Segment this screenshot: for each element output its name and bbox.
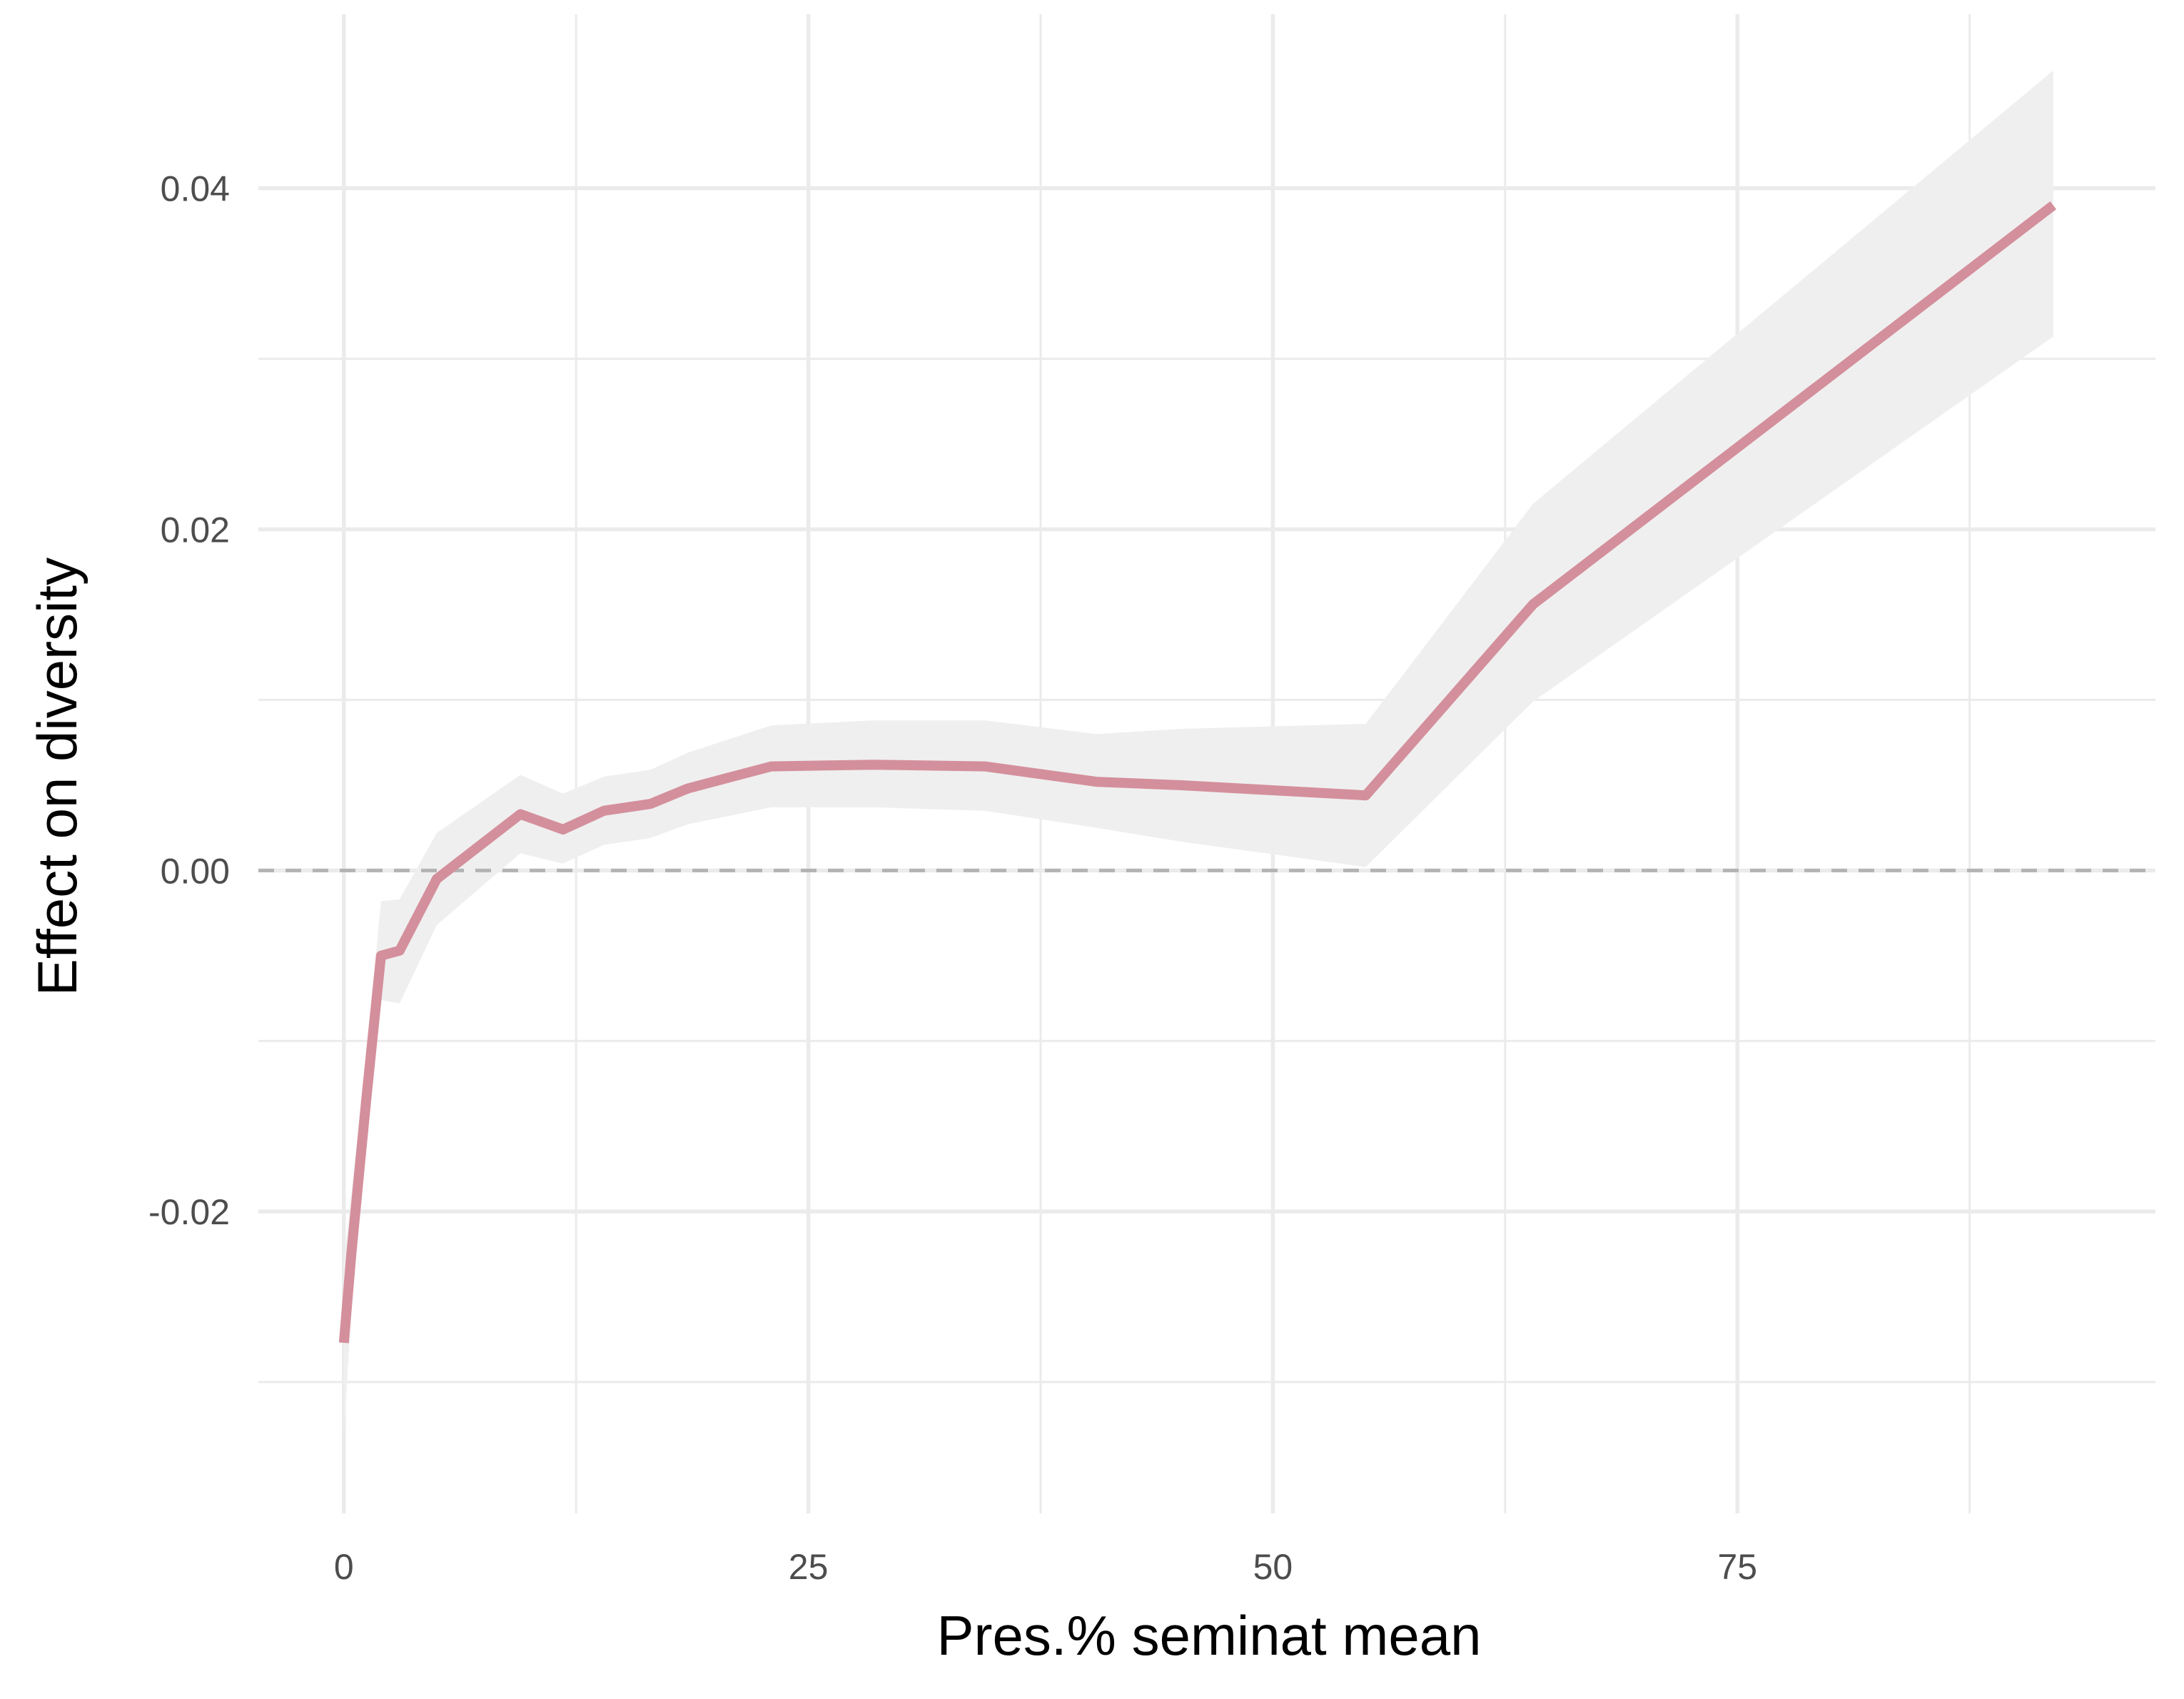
y-tick-labels: -0.02 0.00 0.02 0.04 bbox=[148, 169, 230, 1232]
x-tick-label: 25 bbox=[789, 1547, 829, 1587]
x-axis-title: Pres.% seminat mean bbox=[937, 1604, 1482, 1667]
x-tick-label: 0 bbox=[334, 1547, 354, 1587]
x-tick-labels: 0 25 50 75 bbox=[334, 1547, 1757, 1587]
y-tick-label: 0.00 bbox=[161, 851, 230, 891]
y-axis-title: Effect on diversity bbox=[26, 558, 89, 996]
confidence-band bbox=[343, 70, 2053, 1433]
effect-line bbox=[338, 201, 2057, 1343]
confidence-band-layer bbox=[343, 70, 2053, 1433]
x-tick-label: 75 bbox=[1717, 1547, 1757, 1587]
x-tick-label: 50 bbox=[1253, 1547, 1293, 1587]
y-tick-label: 0.02 bbox=[161, 510, 230, 550]
y-tick-label: -0.02 bbox=[148, 1192, 230, 1232]
series-line-layer bbox=[338, 201, 2057, 1343]
y-tick-label: 0.04 bbox=[161, 169, 230, 209]
